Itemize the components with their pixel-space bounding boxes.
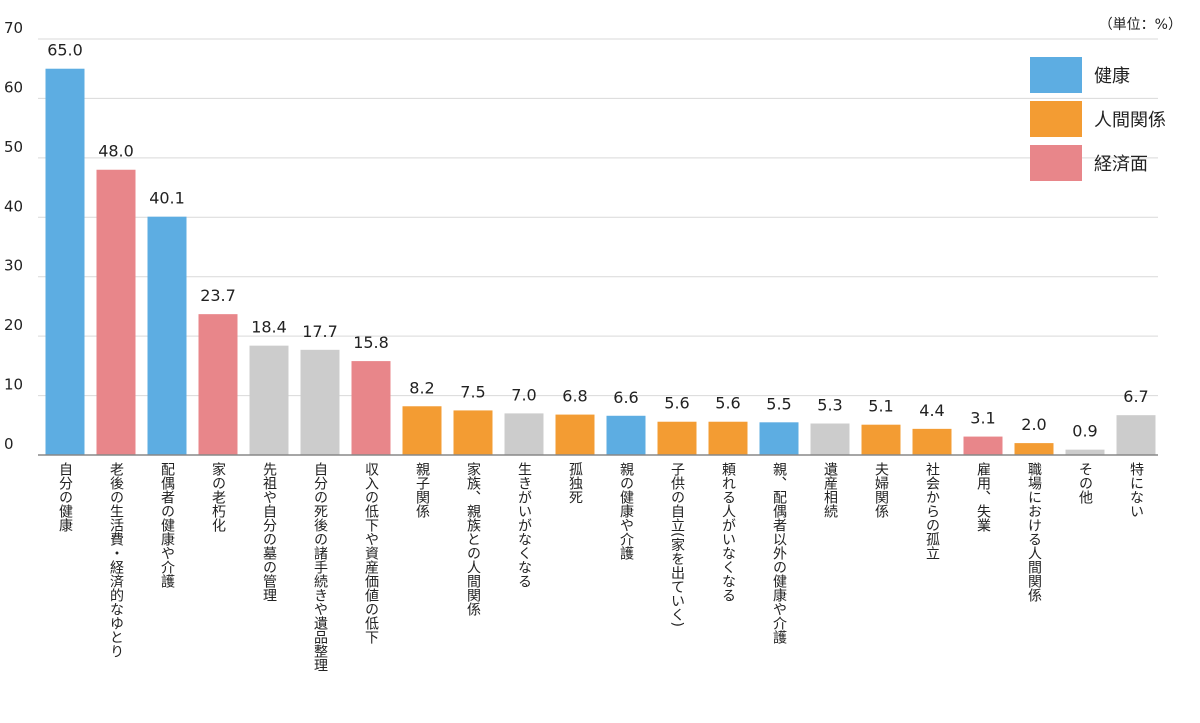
legend-label: 人間関係 xyxy=(1094,110,1166,131)
value-labels: 65.0 48.0 40.1 23.7 18.4 17.7 15.8 8.2 7.5 7.0 6.8… xyxy=(47,41,1149,441)
bar xyxy=(708,421,748,455)
value-label: 7.5 xyxy=(460,382,485,401)
category-label: 収入の低下や資産価値の低下 xyxy=(363,462,379,644)
bar xyxy=(300,349,340,455)
legend-swatch xyxy=(1030,57,1082,93)
category-label: 孤独死 xyxy=(567,462,583,504)
category-label: 親、配偶者以外の健康や介護 xyxy=(771,462,787,644)
category-label: 家の老朽化 xyxy=(210,462,226,532)
unit-note: （単位：%） xyxy=(1098,17,1182,33)
value-label: 23.7 xyxy=(200,286,236,305)
value-label: 0.9 xyxy=(1072,422,1097,441)
value-label: 7.0 xyxy=(511,385,536,404)
value-label: 40.1 xyxy=(149,189,185,208)
y-tick-label: 0 xyxy=(4,435,14,453)
bar xyxy=(861,424,901,455)
category-label: 家族、親族との人間関係 xyxy=(465,462,481,616)
category-label: 先祖や自分の墓の管理 xyxy=(261,462,277,602)
category-label: 雇用、失業 xyxy=(975,462,991,532)
category-label: 子供の自立(家を出ていく) xyxy=(669,462,685,627)
category-label: 配偶者の健康や介護 xyxy=(159,462,175,588)
value-label: 2.0 xyxy=(1021,415,1046,434)
value-label: 6.7 xyxy=(1123,387,1148,406)
bar xyxy=(555,414,595,455)
value-label: 18.4 xyxy=(251,318,287,337)
legend-label: 健康 xyxy=(1094,66,1130,87)
category-label: 社会からの孤立 xyxy=(924,462,940,560)
legend-swatch xyxy=(1030,145,1082,181)
category-label: 自分の健康 xyxy=(57,462,73,532)
bar xyxy=(963,436,1003,455)
legend-item: 健康 xyxy=(1030,54,1166,96)
legend-item: 人間関係 xyxy=(1030,98,1166,140)
value-label: 5.3 xyxy=(817,396,842,415)
bar xyxy=(402,406,442,455)
category-label: 親子関係 xyxy=(414,462,430,518)
y-tick-label: 60 xyxy=(4,78,23,96)
bar xyxy=(351,361,391,455)
legend-label: 経済面 xyxy=(1094,154,1148,175)
value-label: 65.0 xyxy=(47,41,83,60)
bar xyxy=(147,216,187,455)
value-label: 5.1 xyxy=(868,397,893,416)
value-label: 5.6 xyxy=(715,394,740,413)
bars xyxy=(45,68,1156,455)
bar xyxy=(1065,449,1105,455)
bar xyxy=(657,421,697,455)
category-label: その他 xyxy=(1077,462,1093,504)
bar xyxy=(1014,443,1054,455)
bar xyxy=(249,345,289,455)
y-tick-label: 30 xyxy=(4,257,23,275)
legend-swatch xyxy=(1030,101,1082,137)
category-label: 夫婦関係 xyxy=(873,462,889,518)
category-label: 職場における人間関係 xyxy=(1026,462,1042,602)
category-label: 遺産相続 xyxy=(822,462,838,518)
grid-lines xyxy=(38,38,1158,397)
value-label: 6.6 xyxy=(613,388,638,407)
y-tick-label: 70 xyxy=(4,19,23,37)
bar xyxy=(912,428,952,455)
category-label: 特にない xyxy=(1128,462,1144,518)
value-label: 6.8 xyxy=(562,387,587,406)
value-label: 5.5 xyxy=(766,394,791,413)
value-label: 4.4 xyxy=(919,401,944,420)
bar xyxy=(96,169,136,455)
legend-item: 経済面 xyxy=(1030,142,1166,184)
bar xyxy=(1116,415,1156,455)
bar xyxy=(759,422,799,455)
bar xyxy=(810,423,850,455)
value-label: 3.1 xyxy=(970,409,995,428)
bar xyxy=(45,68,85,455)
bar xyxy=(504,413,544,455)
bar xyxy=(606,415,646,455)
category-label: 頼れる人がいなくなる xyxy=(720,462,736,602)
legend: 健康 人間関係 経済面 xyxy=(1030,54,1166,186)
value-label: 8.2 xyxy=(409,378,434,397)
value-label: 5.6 xyxy=(664,394,689,413)
value-label: 15.8 xyxy=(353,333,389,352)
category-label: 生きがいがなくなる xyxy=(516,462,532,588)
y-axis-ticks: 0 10 20 30 40 50 60 70 xyxy=(4,19,23,453)
bar xyxy=(198,314,238,455)
y-tick-label: 10 xyxy=(4,376,23,394)
y-tick-label: 20 xyxy=(4,316,23,334)
bar xyxy=(453,410,493,455)
category-label: 親の健康や介護 xyxy=(618,462,634,560)
category-label: 老後の生活費・経済的なゆとり xyxy=(108,462,124,658)
category-label: 自分の死後の諸手続きや遺品整理 xyxy=(312,462,328,672)
y-tick-label: 50 xyxy=(4,138,23,156)
y-tick-label: 40 xyxy=(4,197,23,215)
value-label: 48.0 xyxy=(98,142,134,161)
value-label: 17.7 xyxy=(302,322,338,341)
